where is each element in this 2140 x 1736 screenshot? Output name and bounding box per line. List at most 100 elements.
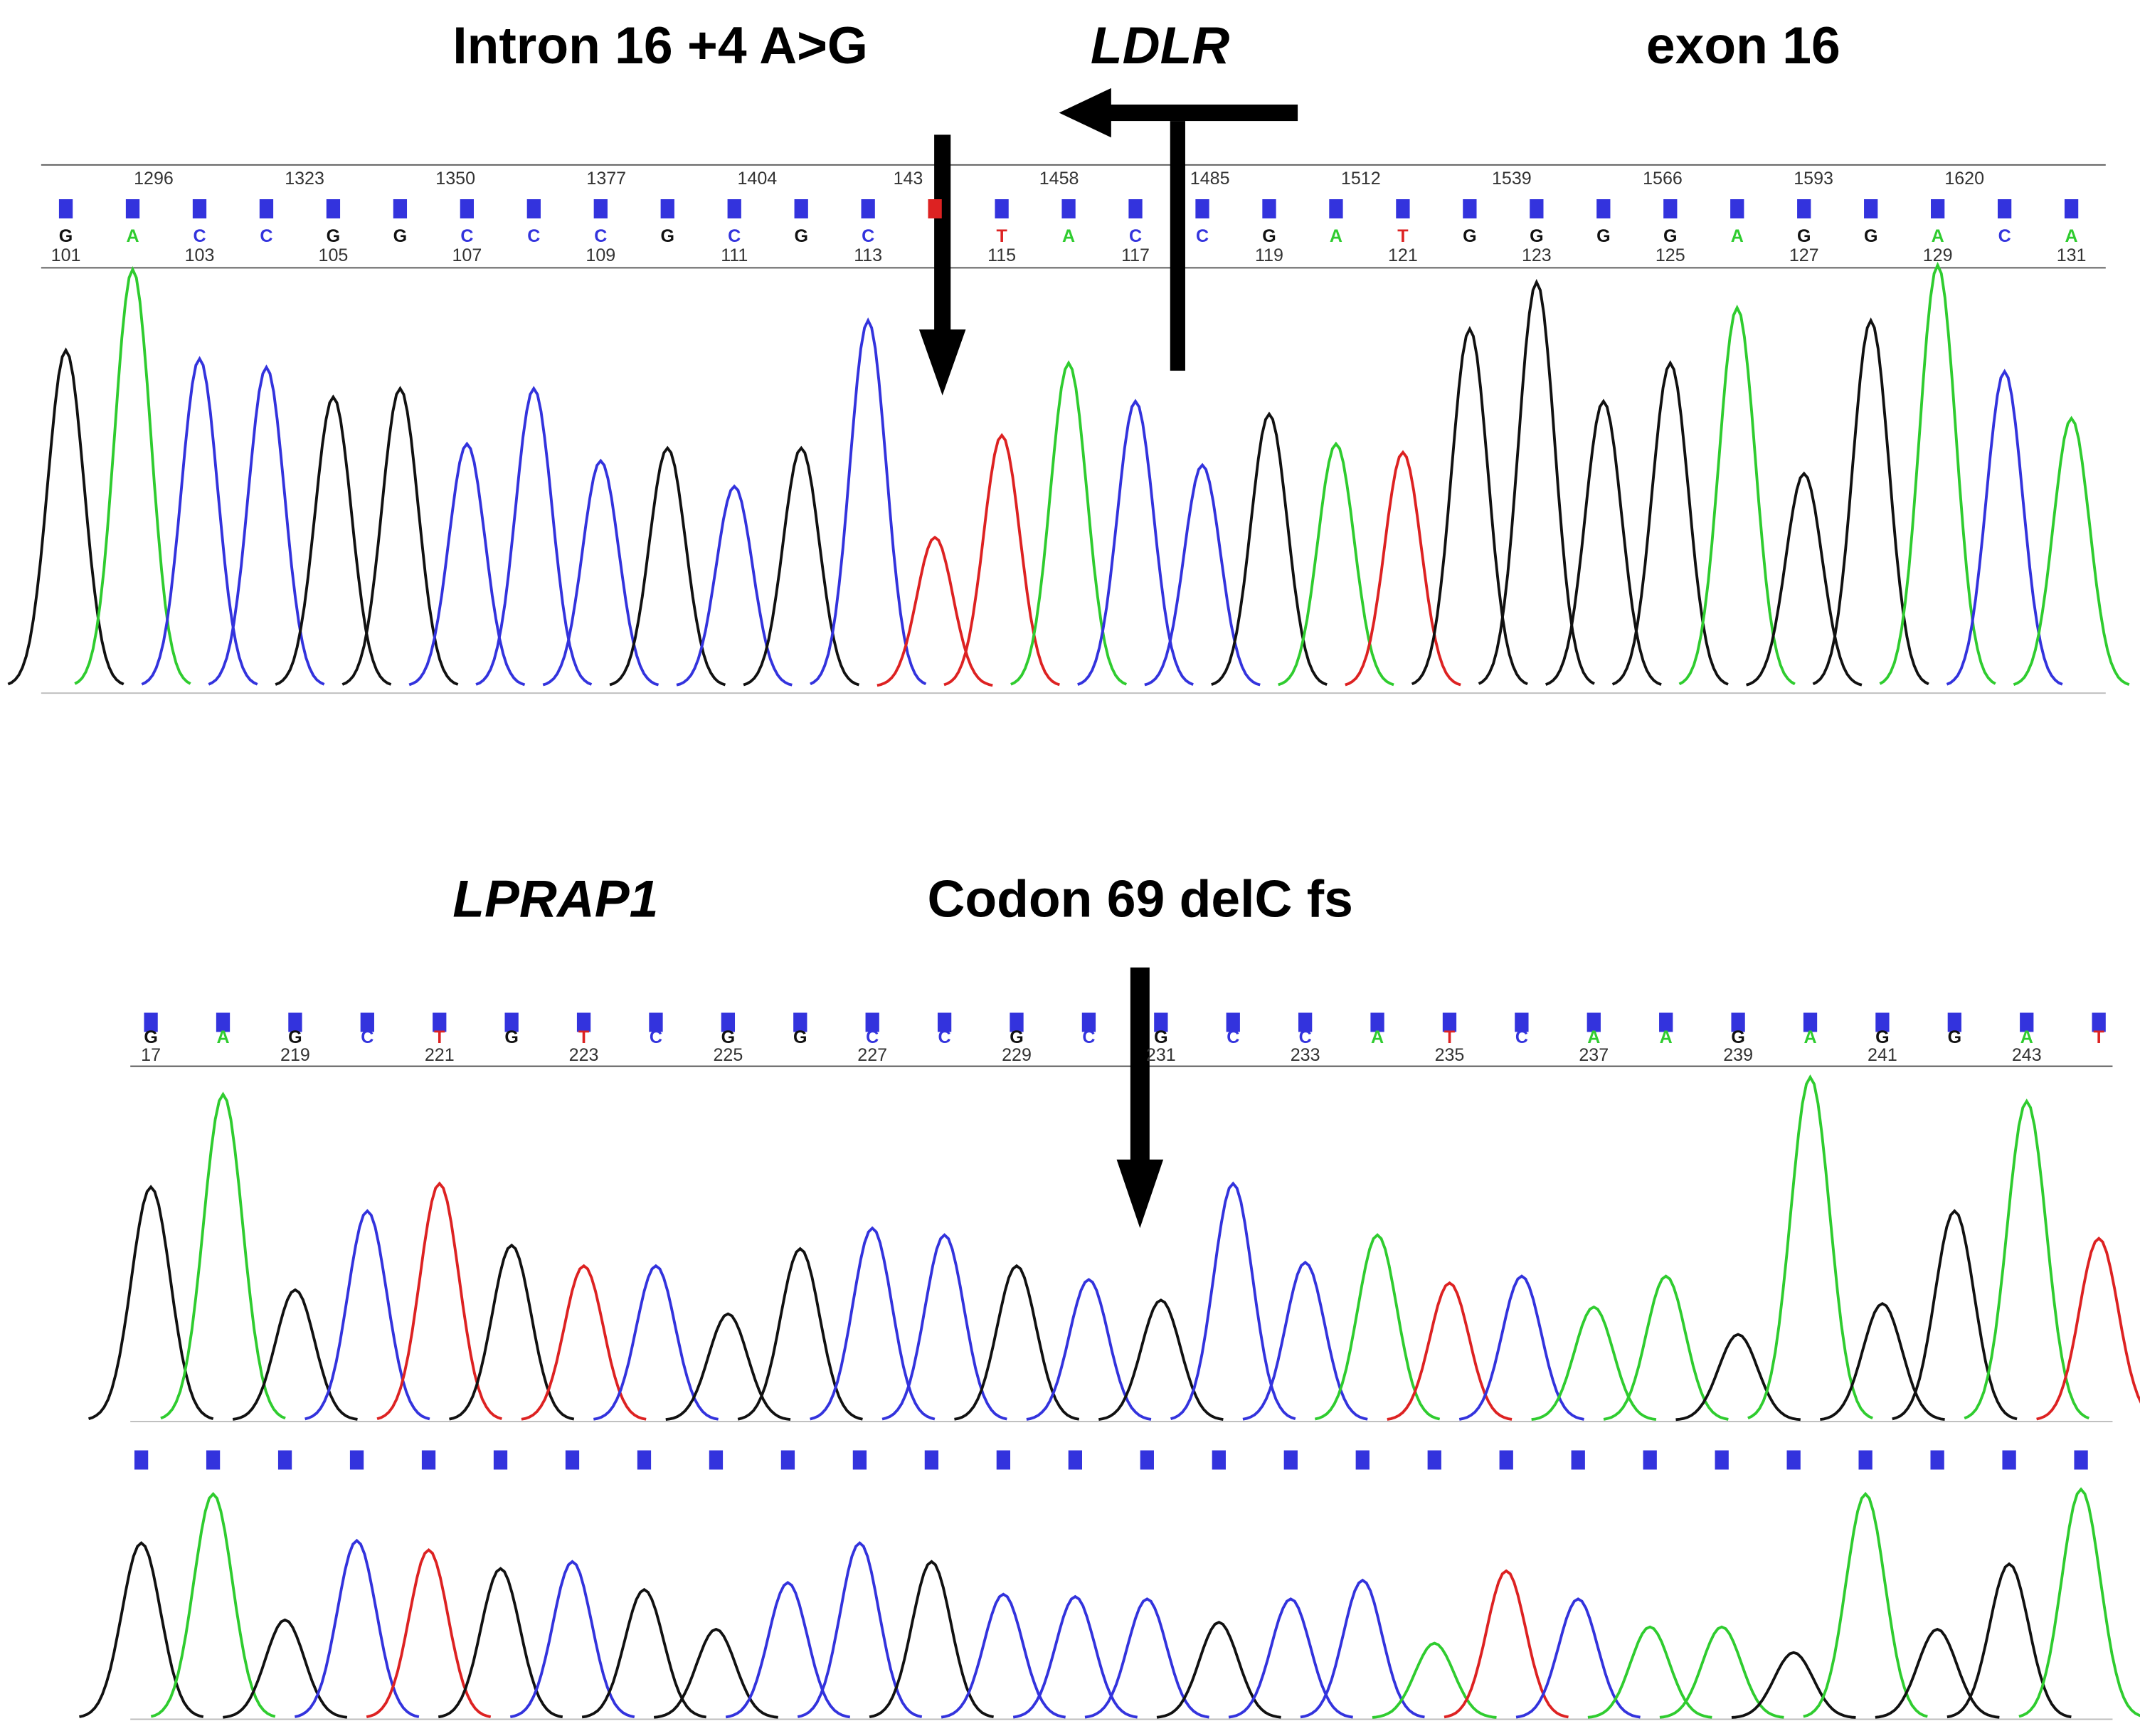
- base-call-bar: [1195, 199, 1209, 218]
- base-call: A: [1330, 226, 1342, 246]
- base-call-bar: [326, 199, 341, 218]
- base-call-bar: [1643, 1450, 1657, 1470]
- trace-peak: [737, 1247, 863, 1421]
- base-call: T: [2093, 1027, 2104, 1047]
- base-call: A: [2065, 226, 2078, 246]
- base-index: 125: [1656, 245, 1685, 265]
- region-label: exon 16: [1646, 16, 1840, 75]
- base-index: 239: [1723, 1045, 1753, 1065]
- trace-peak: [1659, 1625, 1784, 1719]
- base-index: 111: [721, 245, 748, 265]
- base-call-bar: [1068, 1450, 1082, 1470]
- scan-position: 1404: [738, 169, 778, 189]
- base-index: 243: [2012, 1045, 2042, 1065]
- base-call: C: [527, 226, 540, 246]
- trace-peak: [1879, 261, 1996, 685]
- trace-peak: [2013, 416, 2130, 686]
- base-index: 241: [1868, 1045, 1897, 1065]
- base-call-bar: [2064, 199, 2079, 218]
- base-call-bar: [660, 199, 674, 218]
- base-call: T: [578, 1027, 590, 1047]
- base-call-bar: [637, 1450, 652, 1470]
- trace-peak: [1345, 450, 1461, 687]
- base-call-bar: [1010, 1012, 1024, 1032]
- base-call: G: [793, 1027, 807, 1047]
- base-call: A: [2020, 1027, 2033, 1047]
- base-call: G: [327, 226, 340, 246]
- trace-peak: [1803, 1491, 1928, 1718]
- base-index: 219: [280, 1045, 310, 1065]
- base-call-bar: [1355, 1450, 1370, 1470]
- base-call-bar: [1283, 1450, 1298, 1470]
- base-call: T: [1444, 1027, 1456, 1047]
- trace-peak: [581, 1587, 706, 1719]
- base-index: 109: [586, 245, 615, 265]
- arrow-shaft: [934, 134, 951, 341]
- base-call: C: [361, 1027, 374, 1047]
- base-call: C: [938, 1027, 951, 1047]
- base-call: A: [1803, 1027, 1816, 1047]
- base-call-bar: [1061, 199, 1076, 218]
- base-call-bar: [794, 199, 808, 218]
- base-index: 129: [1923, 245, 1953, 265]
- base-call: A: [1062, 226, 1075, 246]
- trace-peak: [725, 1581, 851, 1719]
- base-call: C: [728, 226, 741, 246]
- trace-peak: [1084, 1597, 1209, 1719]
- trace-peak: [797, 1541, 923, 1718]
- base-call-bar: [1864, 199, 1878, 218]
- base-call-bar: [192, 199, 207, 218]
- base-call-bar: [206, 1450, 221, 1470]
- base-index: 17: [141, 1045, 161, 1065]
- arrow-shaft: [1130, 967, 1150, 1167]
- base-call: G: [1875, 1027, 1889, 1047]
- base-call: G: [661, 226, 674, 246]
- scan-position: 1539: [1492, 169, 1532, 189]
- base-call-bar: [2092, 1012, 2106, 1032]
- trace-peak: [876, 535, 993, 687]
- trace-peak: [810, 1226, 936, 1421]
- trace-peak: [509, 1560, 635, 1719]
- base-call-bar: [1081, 1012, 1096, 1032]
- base-call-bar: [1515, 1012, 1529, 1032]
- trace-peak: [1812, 317, 1929, 686]
- trace-peak: [2018, 1487, 2140, 1718]
- base-call-bar: [216, 1012, 231, 1032]
- base-call-bar: [1262, 199, 1276, 218]
- base-call: C: [1515, 1027, 1528, 1047]
- trace-peak: [1515, 1597, 1641, 1719]
- scan-position: 1593: [1794, 169, 1833, 189]
- trace-peak: [1731, 1651, 1856, 1719]
- mutation-label: Intron 16 +4 A>G: [452, 16, 868, 75]
- base-call: G: [504, 1027, 518, 1047]
- trace-peak: [475, 386, 593, 686]
- base-call: C: [650, 1027, 662, 1047]
- trace-peak: [1170, 1181, 1296, 1421]
- trace-peak: [1278, 441, 1394, 687]
- base-call-bar: [1154, 1012, 1168, 1032]
- base-call: T: [1397, 226, 1409, 246]
- base-call-bar: [721, 1012, 736, 1032]
- base-call-bar: [852, 1450, 867, 1470]
- base-call: G: [1948, 1027, 1961, 1047]
- base-call-bar: [865, 1012, 879, 1032]
- trace-peak: [438, 1567, 563, 1719]
- base-call: G: [1797, 226, 1811, 246]
- trace-peak: [1026, 1278, 1152, 1421]
- scan-position: 1566: [1643, 169, 1683, 189]
- trace-peak: [1372, 1641, 1497, 1719]
- trace-peak: [376, 1181, 502, 1421]
- base-call: A: [216, 1027, 229, 1047]
- base-call: C: [866, 1027, 879, 1047]
- base-call: G: [1154, 1027, 1167, 1047]
- trace-peak: [1156, 1620, 1281, 1719]
- base-call-bar: [995, 199, 1009, 218]
- base-call-bar: [1140, 1450, 1154, 1470]
- base-call-bar: [349, 1450, 364, 1470]
- base-call-bar: [1442, 1012, 1457, 1032]
- base-call-bar: [58, 199, 73, 218]
- base-index: 227: [857, 1045, 887, 1065]
- base-call-bar: [2002, 1450, 2016, 1470]
